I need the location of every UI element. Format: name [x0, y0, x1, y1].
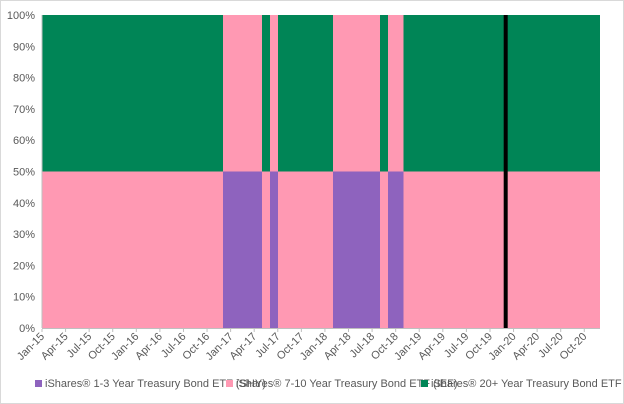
x-axis-tick-labels: Jan-15Apr-15Jul-15Oct-15Jan-16Apr-16Jul-…: [15, 329, 590, 363]
legend-label-ief: iShares® 7-10 Year Treasury Bond ETF (IE…: [236, 378, 457, 390]
legend-swatch-tlt: [421, 380, 428, 387]
area-segment-tlt-0: [42, 15, 223, 172]
area-segment-shy-7: [387, 171, 404, 328]
legend-swatch-shy: [35, 380, 42, 387]
axes-layer: [41, 15, 600, 329]
y-tick-label: 90%: [13, 41, 35, 53]
area-segment-shy-5: [332, 171, 380, 328]
area-segment-ief-0: [42, 171, 223, 328]
area-segment-ief-5: [332, 15, 380, 172]
y-tick-label: 40%: [13, 198, 35, 210]
y-tick-label: 0%: [19, 323, 35, 335]
area-segment-tlt-2: [262, 15, 270, 172]
area-segment-ief-3: [269, 15, 278, 172]
area-segment-ief-1: [222, 15, 263, 172]
area-segment-ief-2: [262, 171, 270, 328]
area-segment-shy-1: [222, 171, 263, 328]
area-segment-shy-3: [269, 171, 278, 328]
x-tick-label: Apr-17: [227, 331, 259, 363]
x-tick-label: Oct-20: [558, 331, 590, 363]
y-tick-label: 20%: [13, 260, 35, 272]
area-segment-ief-7: [387, 15, 404, 172]
y-tick-label: 50%: [13, 167, 35, 179]
area-segment-ief-6: [379, 171, 388, 328]
legend-label-tlt: iShares® 20+ Year Treasury Bond ETF (TLT…: [431, 378, 624, 390]
area-segment-ief-8: [403, 171, 600, 328]
legend-swatch-ief: [226, 380, 233, 387]
area-segment-tlt-8: [403, 15, 600, 172]
y-tick-label: 80%: [13, 73, 35, 85]
x-tick-label: Apr-20: [510, 331, 542, 363]
y-tick-label: 30%: [13, 229, 35, 241]
x-tick-label: Apr-19: [416, 331, 448, 363]
x-tick-label: Apr-15: [39, 331, 71, 363]
x-tick-label: Apr-16: [133, 331, 165, 363]
legend-label-shy: iShares® 1-3 Year Treasury Bond ETF (SHY…: [45, 378, 266, 390]
y-tick-label: 70%: [13, 104, 35, 116]
legend: iShares® 1-3 Year Treasury Bond ETF (SHY…: [35, 378, 624, 390]
y-tick-label: 100%: [7, 10, 35, 22]
x-tick-label: Apr-18: [322, 331, 354, 363]
y-tick-label: 60%: [13, 135, 35, 147]
area-segment-tlt-4: [277, 15, 333, 172]
area-segment-ief-4: [277, 171, 333, 328]
y-axis-tick-labels: 0% 10% 20% 30% 40% 50% 60% 70% 80% 90% 100%: [7, 10, 35, 335]
y-tick-label: 10%: [13, 292, 35, 304]
area-layer: [42, 15, 600, 328]
area-segment-tlt-6: [379, 15, 388, 172]
